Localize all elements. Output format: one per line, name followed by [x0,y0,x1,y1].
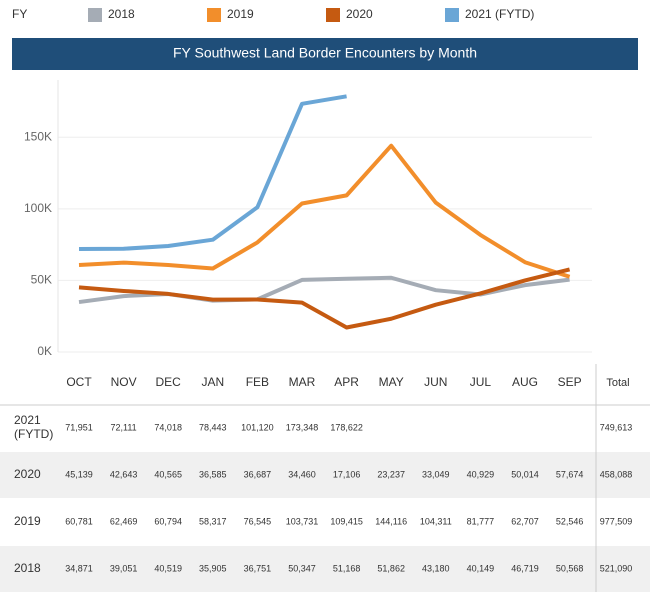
legend-swatch [207,8,221,22]
table-cell: 103,731 [286,516,319,526]
table-cell: 34,871 [65,563,93,573]
table-cell: 23,237 [377,469,405,479]
table-cell: 46,719 [511,563,539,573]
table-cell: 74,018 [154,422,182,432]
table-header: APR [334,375,359,389]
y-tick-label: 150K [24,129,52,143]
table-header: OCT [66,375,92,389]
table-header: AUG [512,375,538,389]
table-header: DEC [156,375,182,389]
table-cell: 76,545 [244,516,272,526]
table-header: FEB [246,375,269,389]
legend-label: 2021 (FYTD) [465,7,534,21]
series-line [78,94,347,251]
table-header: JUL [470,375,492,389]
table-cell: 45,139 [65,469,93,479]
table-cell: 51,168 [333,563,361,573]
table-header: SEP [558,375,582,389]
table-cell: 50,347 [288,563,316,573]
table-cell: 81,777 [467,516,495,526]
table-cell: 101,120 [241,422,274,432]
table-cell: 33,049 [422,469,450,479]
row-label: 2018 [14,561,41,575]
legend-label: 2020 [346,7,373,21]
table-cell: 50,014 [511,469,539,479]
row-label: 2021 (FYTD) [14,413,53,441]
table-header: NOV [111,375,137,389]
table-cell: 39,051 [110,563,138,573]
table-cell: 62,707 [511,516,539,526]
legend-title: FY [12,7,27,21]
table-cell: 17,106 [333,469,361,479]
legend-swatch [326,8,340,22]
table-cell: 35,905 [199,563,227,573]
row-label: 2020 [14,467,41,481]
table-cell: 57,674 [556,469,584,479]
table-cell: 60,794 [154,516,182,526]
table-cell: 40,149 [467,563,495,573]
table-cell: 173,348 [286,422,319,432]
table-cell: 60,781 [65,516,93,526]
table-cell: 36,585 [199,469,227,479]
table-cell: 42,643 [110,469,138,479]
y-tick-label: 50K [31,273,52,287]
table-row-bg [0,546,650,592]
table-cell: 71,951 [65,422,93,432]
series-line [78,143,571,279]
row-label: 2019 [14,514,41,528]
legend-label: 2019 [227,7,254,21]
table-cell: 72,111 [110,422,136,432]
table-cell: 62,469 [110,516,138,526]
table-cell: 34,460 [288,469,316,479]
table-total: 749,613 [600,422,633,432]
y-tick-label: 0K [37,344,52,358]
table-cell: 40,519 [154,563,182,573]
legend-swatch [445,8,459,22]
series-line [78,267,571,330]
table-cell: 178,622 [330,422,363,432]
table-cell: 43,180 [422,563,450,573]
table-cell: 36,751 [244,563,272,573]
y-tick-label: 100K [24,201,52,215]
table-cell: 58,317 [199,516,227,526]
table-cell: 50,568 [556,563,584,573]
legend-swatch [88,8,102,22]
table-cell: 52,546 [556,516,584,526]
legend-label: 2018 [108,7,135,21]
table-cell: 78,443 [199,422,227,432]
table-header: MAR [289,375,316,389]
table-cell: 36,687 [244,469,272,479]
table-header: Total [606,377,629,389]
table-header: JAN [201,375,224,389]
table-header: JUN [424,375,447,389]
title-bar [12,38,638,70]
table-cell: 40,565 [154,469,182,479]
table-row-bg [0,452,650,498]
table-cell: 104,311 [420,516,452,526]
chart-title: FY Southwest Land Border Encounters by M… [173,45,477,61]
table-total: 977,509 [600,516,633,526]
table-header: MAY [379,375,404,389]
table-total: 521,090 [600,563,633,573]
table-cell: 144,116 [375,516,407,526]
table-total: 458,088 [600,469,633,479]
table-cell: 40,929 [467,469,495,479]
table-cell: 109,415 [330,516,363,526]
table-cell: 51,862 [377,563,405,573]
